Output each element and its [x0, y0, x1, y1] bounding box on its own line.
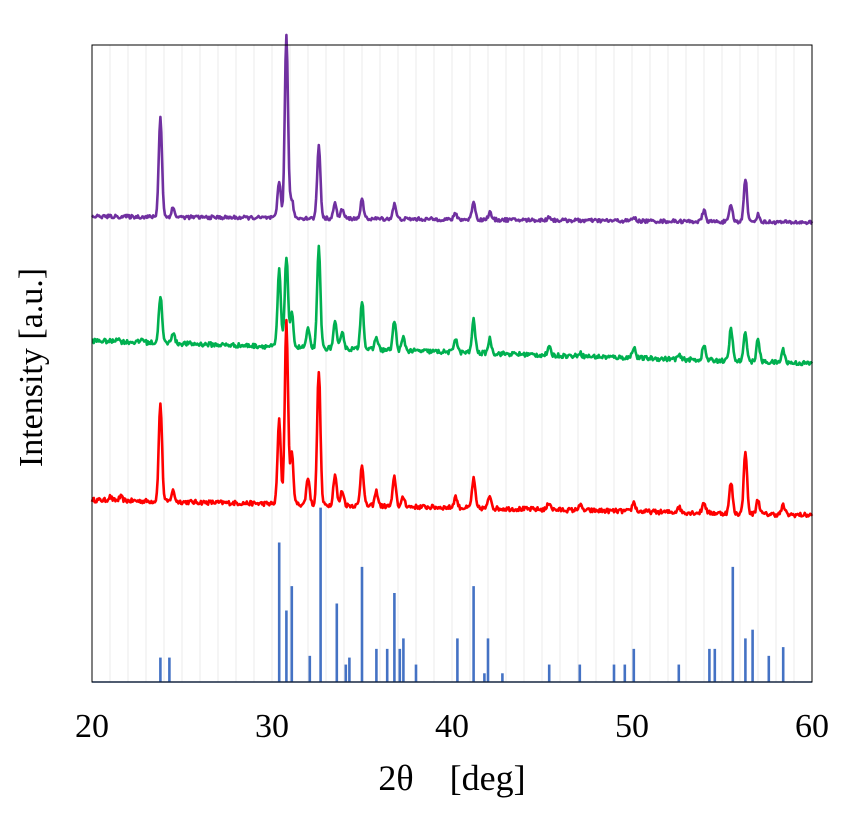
sample-patterns — [90, 33, 814, 519]
x-axis-title: 2θ [deg] — [378, 758, 525, 798]
x-tick-label: 60 — [795, 708, 829, 745]
sample-series-2 — [91, 244, 814, 367]
x-tick-label: 40 — [435, 708, 469, 745]
sample-series-3 — [90, 33, 814, 226]
x-tick-label: 20 — [75, 708, 109, 745]
x-tick-labels: 20 30 40 50 60 — [75, 708, 829, 745]
x-tick-label: 50 — [615, 708, 649, 745]
plot-area-frame — [91, 44, 813, 683]
reference-pattern — [159, 507, 785, 682]
x-tick-label: 30 — [255, 708, 289, 745]
y-axis-title: Intensity [a.u.] — [13, 268, 50, 467]
grid-lines — [92, 45, 812, 683]
sample-series-1 — [90, 318, 814, 519]
